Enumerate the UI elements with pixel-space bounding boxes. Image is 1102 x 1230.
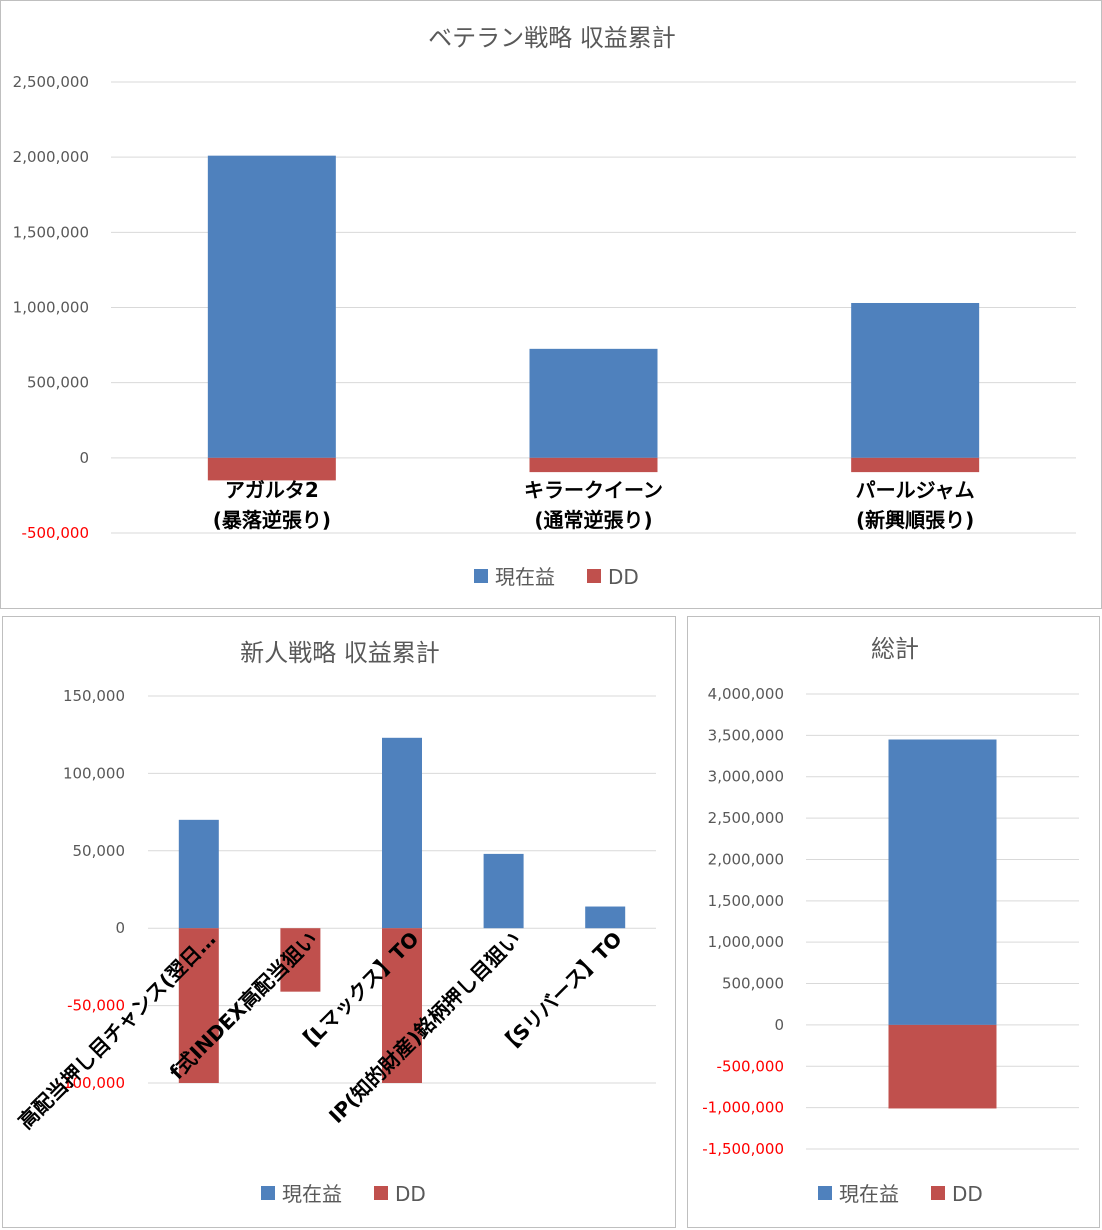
y-tick-label: 1,500,000	[13, 223, 89, 241]
veteran-chart-title: ベテラン戦略 収益累計	[428, 24, 676, 52]
veteran-legend: 現在益 DD	[474, 565, 639, 589]
y-tick-label: 1,000,000	[13, 299, 89, 317]
y-tick-label: 1,500,000	[708, 892, 784, 910]
veteran-chart-panel: ベテラン戦略 収益累計 2,500,000 2,000,000 1,500,000 1…	[0, 0, 1102, 609]
total-chart-svg: 総計 4,000,000 3,500,000 3,000,000 2,500,000 2…	[702, 635, 1079, 1206]
newcomer-chart-svg: 新人戦略 収益累計 150,000 100,000 50,000 0 -50,000 -1…	[13, 639, 656, 1206]
legend-dd-swatch	[374, 1186, 388, 1200]
y-tick-label: 50,000	[73, 842, 126, 860]
legend-dd-label: DD	[395, 1182, 426, 1206]
y-tick-label: 2,000,000	[708, 850, 784, 868]
y-tick-label: -100,000	[58, 1074, 125, 1092]
y-tick-label: -500,000	[22, 524, 89, 542]
total-chart-title: 総計	[871, 635, 919, 663]
y-tick-label: 2,000,000	[13, 148, 89, 166]
y-tick-label: 2,500,000	[13, 73, 89, 91]
legend-dd-swatch	[931, 1186, 945, 1200]
bar-dd	[888, 1024, 997, 1109]
bar-profit	[483, 853, 524, 929]
category-label: (通常逆張り)	[534, 508, 652, 532]
veteran-chart-svg: ベテラン戦略 収益累計 2,500,000 2,000,000 1,500,000 1…	[13, 24, 1076, 589]
category-label: アガルタ2	[225, 478, 319, 502]
legend-profit-swatch	[474, 569, 488, 583]
y-tick-label: 500,000	[27, 374, 89, 392]
legend-dd-swatch	[587, 569, 601, 583]
legend-profit-label: 現在益	[282, 1182, 342, 1206]
category-label: (暴落逆張り)	[213, 508, 331, 532]
y-tick-label: 100,000	[63, 764, 125, 782]
newcomer-chart-panel: 新人戦略 収益累計 150,000 100,000 50,000 0 -50,000 -1…	[2, 616, 676, 1228]
bar-profit	[851, 302, 980, 458]
y-tick-label: -1,500,000	[702, 1140, 784, 1158]
y-tick-label: 0	[79, 449, 89, 467]
y-tick-label: 0	[115, 919, 125, 937]
bar-dd	[851, 457, 980, 473]
bar-profit	[585, 906, 626, 929]
category-label: パールジャム	[856, 478, 975, 502]
y-tick-label: -500,000	[717, 1057, 784, 1075]
bar-dd	[529, 457, 658, 473]
total-legend: 現在益 DD	[818, 1182, 983, 1206]
y-tick-label: 3,500,000	[708, 726, 784, 744]
legend-dd-label: DD	[608, 565, 639, 589]
category-label: (新興順張り)	[856, 508, 974, 532]
legend-profit-label: 現在益	[839, 1182, 899, 1206]
category-label: キラークイーン	[524, 478, 663, 502]
bar-profit	[382, 737, 422, 929]
y-tick-label: 4,000,000	[708, 685, 784, 703]
legend-profit-swatch	[818, 1186, 832, 1200]
y-tick-label: 3,000,000	[708, 768, 784, 786]
bar-dd	[178, 928, 219, 1083]
bar-profit	[207, 155, 336, 458]
bar-profit	[529, 348, 658, 458]
bar-profit	[888, 739, 997, 1025]
y-tick-label: 150,000	[63, 687, 125, 705]
y-tick-label: 2,500,000	[708, 809, 784, 827]
newcomer-chart-title: 新人戦略 収益累計	[240, 639, 440, 667]
y-tick-label: 500,000	[722, 975, 784, 993]
newcomer-legend: 現在益 DD	[261, 1182, 426, 1206]
y-tick-label: -1,000,000	[702, 1099, 784, 1117]
bar-dd	[207, 457, 336, 481]
y-tick-label: 1,000,000	[708, 933, 784, 951]
total-chart-panel: 総計 4,000,000 3,500,000 3,000,000 2,500,000 2…	[687, 616, 1100, 1228]
bar-profit	[178, 819, 219, 929]
y-tick-label: -50,000	[67, 997, 125, 1015]
bar-dd	[280, 928, 321, 992]
legend-profit-label: 現在益	[495, 565, 555, 589]
bar-dd	[382, 928, 422, 1083]
category-label: IP(知的財産)銘柄押し目狙い	[324, 927, 525, 1128]
y-tick-label: 0	[774, 1016, 784, 1034]
legend-profit-swatch	[261, 1186, 275, 1200]
legend-dd-label: DD	[952, 1182, 983, 1206]
